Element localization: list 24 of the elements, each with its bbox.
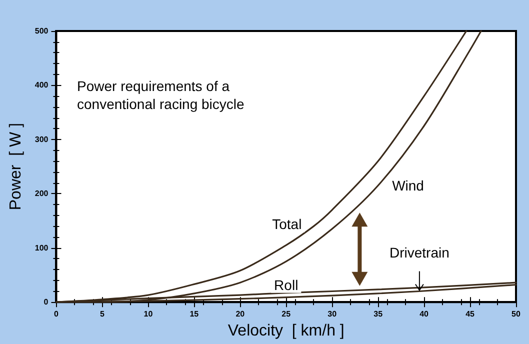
x-tick-label: 25 [282,310,292,319]
x-tick-label: 30 [328,310,338,319]
y-tick-label: 300 [34,134,49,144]
text: Drivetrain [390,244,450,260]
y-tick-label: 100 [34,243,49,252]
x-tick-label: 0 [54,310,60,319]
x-axis-title: Velocity [ km/h ] [228,322,344,340]
x-tick-label: 15 [190,310,200,319]
y-tick-label: 0 [44,298,49,307]
y-tick-label: 400 [34,80,49,90]
x-tick-label: 50 [512,310,521,319]
series-label: Roll [274,276,298,293]
x-tick-label: 45 [466,310,476,319]
x-tick-label: 20 [236,310,246,319]
x-tick-label: 35 [374,310,384,319]
x-tick-label: 10 [144,310,154,319]
text: Power requirements of a conventional racing bicycle [77,78,245,112]
series-label: Total [272,216,302,232]
y-tick-label: 200 [34,189,49,198]
y-axis-title: Power [ W ] [8,122,24,210]
x-tick-label: 40 [420,310,430,319]
y-tick-label: 500 [34,26,49,36]
series-label: Wind [392,178,424,194]
x-tick-label: 5 [100,310,105,319]
